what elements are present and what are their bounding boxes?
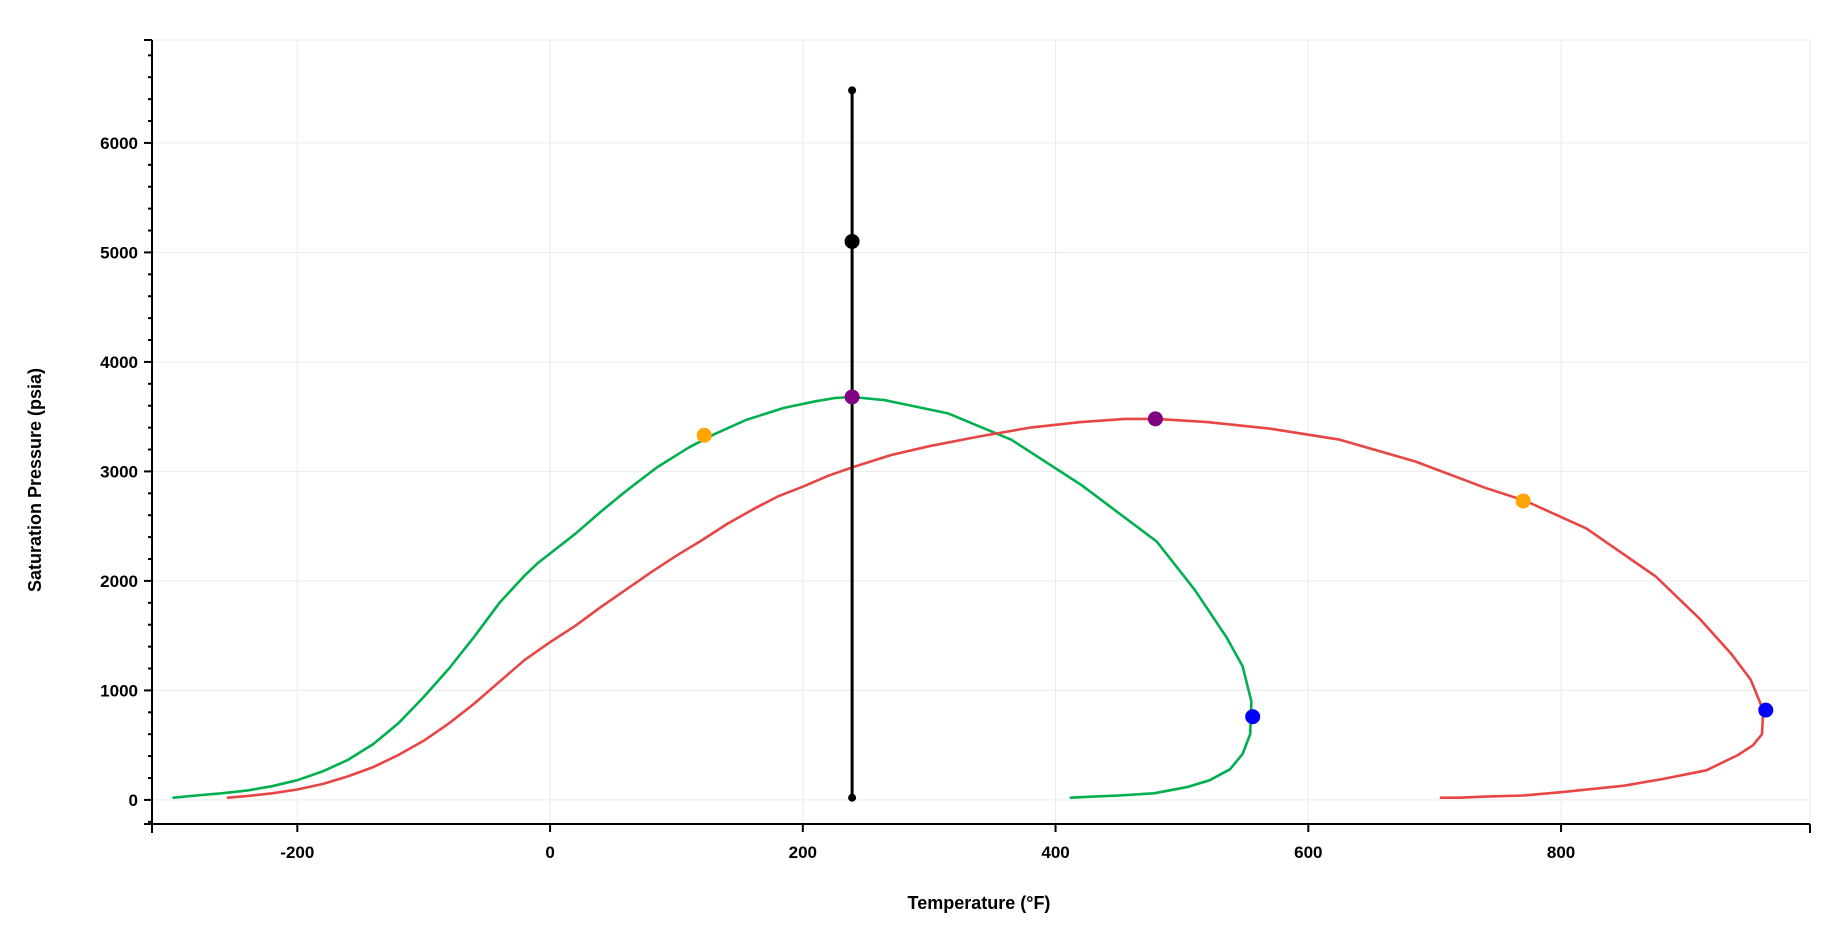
data-marker xyxy=(848,793,857,802)
markers-layer xyxy=(696,86,1774,802)
x-tick-label: 200 xyxy=(789,843,817,862)
y-tick-label: 4000 xyxy=(100,353,138,372)
x-axis-title: Temperature (°F) xyxy=(908,893,1051,913)
y-tick-label: 1000 xyxy=(100,681,138,700)
x-tick-label: -200 xyxy=(280,843,314,862)
data-marker xyxy=(1147,411,1163,427)
data-marker xyxy=(1758,702,1774,718)
y-tick-label: 0 xyxy=(129,791,138,810)
axes: 0 1000 2000 3000 4000 5000 6000 -200 0 200 400 600 8… xyxy=(100,39,1811,862)
y-tick-label: 3000 xyxy=(100,462,138,481)
x-tick-label: 800 xyxy=(1547,843,1575,862)
y-tick-label: 2000 xyxy=(100,572,138,591)
data-marker xyxy=(844,389,860,405)
x-tick-label: 400 xyxy=(1041,843,1069,862)
series-line-2 xyxy=(226,417,1765,799)
y-tick-label: 6000 xyxy=(100,134,138,153)
x-tick-label: 0 xyxy=(545,843,554,862)
x-tick-label: 600 xyxy=(1294,843,1322,862)
data-marker xyxy=(1515,493,1531,509)
data-marker xyxy=(844,233,860,249)
series-layer xyxy=(172,88,1765,800)
y-axis-title: Saturation Pressure (psia) xyxy=(25,368,45,592)
data-marker xyxy=(848,86,857,95)
series-line-1 xyxy=(172,395,1253,799)
data-marker xyxy=(696,427,712,443)
data-marker xyxy=(1245,709,1261,725)
y-tick-label: 5000 xyxy=(100,243,138,262)
grid xyxy=(152,39,1811,824)
